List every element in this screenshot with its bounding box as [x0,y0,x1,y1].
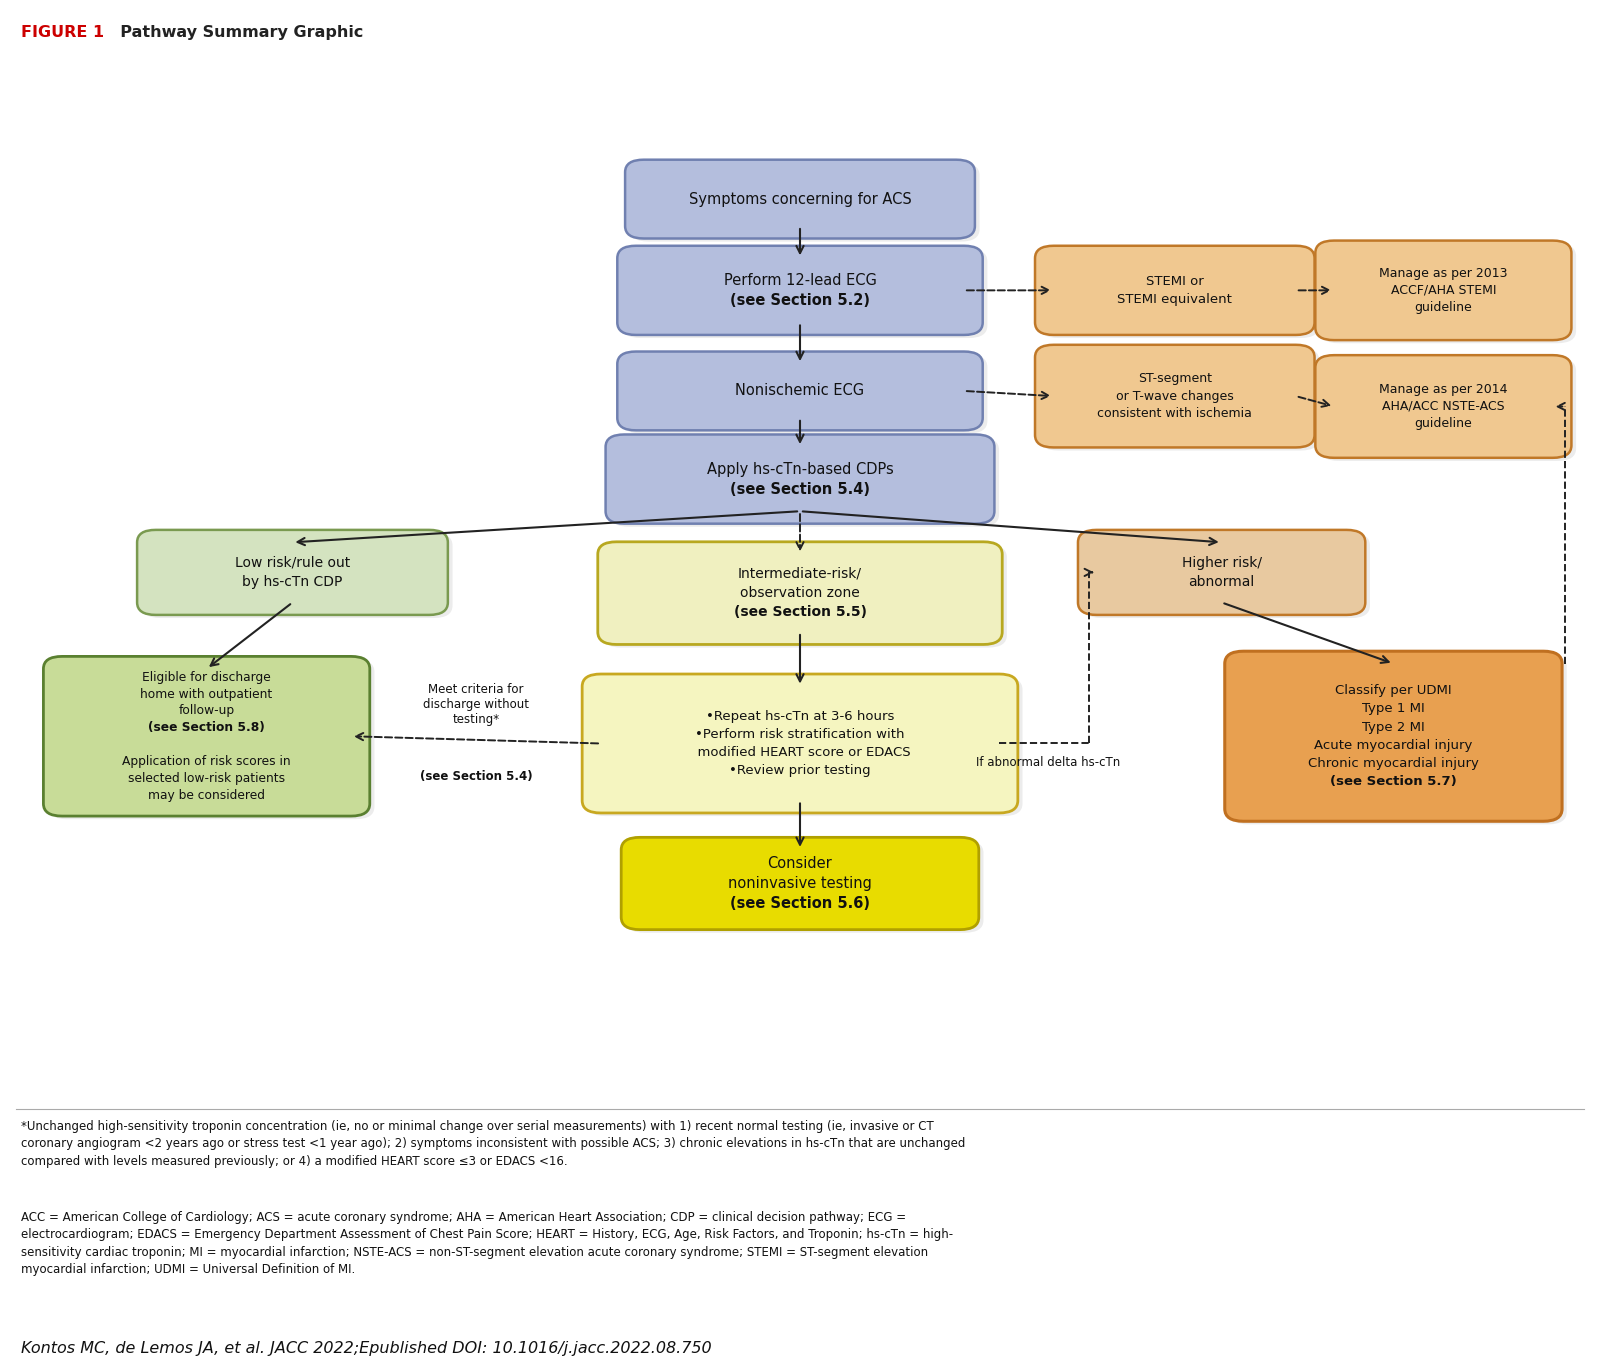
FancyBboxPatch shape [1083,534,1370,618]
Text: may be considered: may be considered [149,789,266,802]
Text: Eligible for discharge: Eligible for discharge [142,670,270,684]
FancyBboxPatch shape [618,352,982,431]
Text: selected low-risk patients: selected low-risk patients [128,772,285,785]
FancyBboxPatch shape [621,837,979,930]
FancyBboxPatch shape [1035,246,1315,335]
Text: (see Section 5.5): (see Section 5.5) [733,605,867,620]
Text: home with outpatient: home with outpatient [141,688,272,700]
Text: FIGURE 1: FIGURE 1 [21,25,104,40]
Text: If abnormal delta hs-cTn: If abnormal delta hs-cTn [976,755,1120,769]
FancyBboxPatch shape [622,249,987,338]
FancyBboxPatch shape [1040,347,1320,450]
FancyBboxPatch shape [626,160,974,238]
FancyBboxPatch shape [1315,356,1571,458]
Text: by hs-cTn CDP: by hs-cTn CDP [242,575,342,590]
FancyBboxPatch shape [1078,529,1365,614]
Text: Consider: Consider [768,856,832,871]
Text: (see Section 5.2): (see Section 5.2) [730,293,870,308]
Text: AHA/ACC NSTE-ACS: AHA/ACC NSTE-ACS [1382,399,1504,413]
FancyBboxPatch shape [43,657,370,817]
Text: *Unchanged high-sensitivity troponin concentration (ie, no or minimal change ove: *Unchanged high-sensitivity troponin con… [21,1120,965,1168]
Text: consistent with ischemia: consistent with ischemia [1098,406,1253,420]
FancyBboxPatch shape [630,163,979,242]
Text: Manage as per 2013: Manage as per 2013 [1379,267,1507,279]
Text: STEMI or: STEMI or [1146,275,1203,287]
FancyBboxPatch shape [598,542,1002,644]
Text: modified HEART score or EDACS: modified HEART score or EDACS [690,746,910,759]
FancyBboxPatch shape [610,438,998,527]
Text: (see Section 5.4): (see Section 5.4) [730,482,870,497]
Text: Higher risk/: Higher risk/ [1182,555,1262,570]
Text: Apply hs-cTn-based CDPs: Apply hs-cTn-based CDPs [707,461,893,476]
Text: (see Section 5.8): (see Section 5.8) [149,721,266,735]
FancyBboxPatch shape [582,674,1018,813]
FancyBboxPatch shape [1035,345,1315,447]
Text: Perform 12-lead ECG: Perform 12-lead ECG [723,272,877,287]
FancyBboxPatch shape [618,246,982,335]
Text: Chronic myocardial injury: Chronic myocardial injury [1307,757,1478,770]
FancyBboxPatch shape [142,534,453,618]
Text: observation zone: observation zone [741,586,859,601]
Text: (see Section 5.7): (see Section 5.7) [1330,776,1456,788]
Text: Manage as per 2014: Manage as per 2014 [1379,383,1507,395]
FancyBboxPatch shape [603,544,1006,647]
Text: Application of risk scores in: Application of risk scores in [122,755,291,767]
Text: or T-wave changes: or T-wave changes [1115,390,1234,402]
FancyBboxPatch shape [626,840,984,933]
FancyBboxPatch shape [1320,244,1576,343]
FancyBboxPatch shape [1320,358,1576,461]
Text: guideline: guideline [1414,301,1472,315]
Text: Nonischemic ECG: Nonischemic ECG [736,383,864,398]
FancyBboxPatch shape [1315,241,1571,341]
FancyBboxPatch shape [587,677,1022,817]
Text: Symptoms concerning for ACS: Symptoms concerning for ACS [688,192,912,207]
Text: (see Section 5.6): (see Section 5.6) [730,896,870,911]
Text: Meet criteria for
discharge without
testing*: Meet criteria for discharge without test… [422,683,530,725]
Text: Pathway Summary Graphic: Pathway Summary Graphic [109,25,363,40]
Text: Acute myocardial injury: Acute myocardial injury [1314,739,1472,752]
Text: Low risk/rule out: Low risk/rule out [235,555,350,570]
FancyBboxPatch shape [138,529,448,614]
Text: Classify per UDMI: Classify per UDMI [1334,684,1451,698]
Text: Intermediate-risk/: Intermediate-risk/ [738,566,862,581]
Text: •Perform risk stratification with: •Perform risk stratification with [696,728,904,741]
Text: •Repeat hs-cTn at 3-6 hours: •Repeat hs-cTn at 3-6 hours [706,710,894,722]
FancyBboxPatch shape [1229,654,1566,825]
FancyBboxPatch shape [1040,249,1320,338]
Text: Type 1 MI: Type 1 MI [1362,702,1424,715]
FancyBboxPatch shape [622,354,987,434]
Text: (see ​Section 5.4): (see ​Section 5.4) [419,770,533,782]
Text: guideline: guideline [1414,417,1472,431]
FancyBboxPatch shape [48,659,374,819]
Text: ACC = American College of Cardiology; ACS = acute coronary syndrome; AHA = Ameri: ACC = American College of Cardiology; AC… [21,1211,954,1276]
Text: Type 2 MI: Type 2 MI [1362,721,1424,733]
Text: noninvasive testing: noninvasive testing [728,876,872,891]
Text: abnormal: abnormal [1189,575,1254,590]
FancyBboxPatch shape [1224,651,1562,821]
Text: •Review prior testing: •Review prior testing [730,765,870,777]
Text: Kontos MC, de Lemos JA, et al. JACC 2022;Epublished DOI: 10.1016/j.jacc.2022.08.: Kontos MC, de Lemos JA, et al. JACC 2022… [21,1341,712,1356]
FancyBboxPatch shape [605,435,995,524]
Text: follow-up: follow-up [179,705,235,717]
Text: ACCF/AHA STEMI: ACCF/AHA STEMI [1390,283,1496,297]
Text: STEMI equivalent: STEMI equivalent [1117,293,1232,306]
Text: ST-segment: ST-segment [1138,372,1211,386]
